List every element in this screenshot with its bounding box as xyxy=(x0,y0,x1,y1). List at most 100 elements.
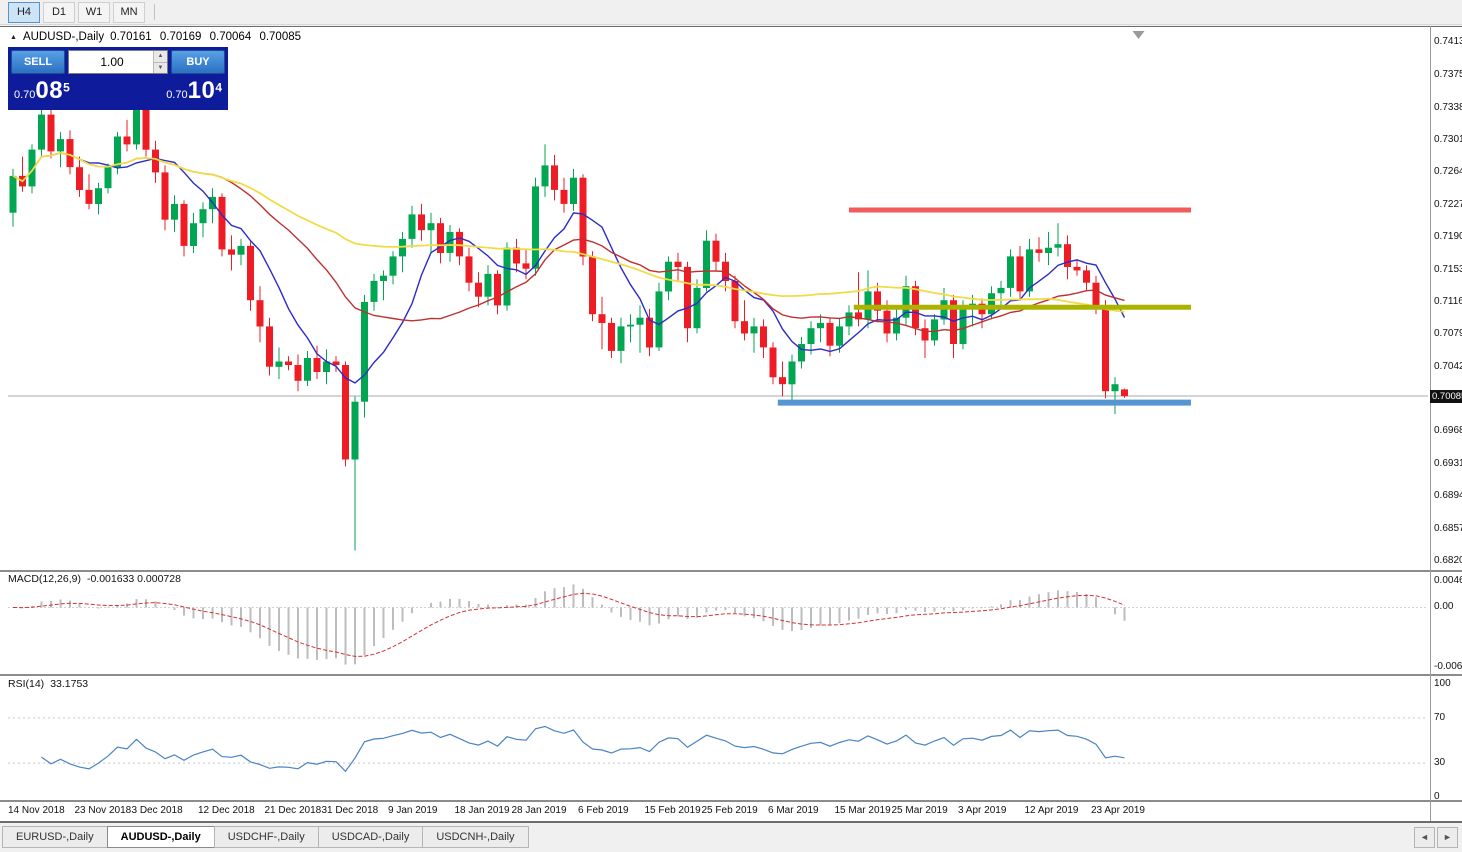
buy-price-sup: 4 xyxy=(215,80,222,95)
one-click-trading-panel: SELL ▲ ▼ BUY 0.70085 0.70104 xyxy=(8,47,228,110)
indicator-scale-tick: 30 xyxy=(1434,757,1446,769)
candlestick-series xyxy=(9,92,1128,551)
tab-audusd-daily[interactable]: AUDUSD-,Daily xyxy=(106,826,215,848)
time-axis-label: 9 Jan 2019 xyxy=(388,805,438,816)
time-axis-label: 18 Jan 2019 xyxy=(454,805,510,816)
chart-title: ▲ AUDUSD-,Daily 0.70161 0.70169 0.70064 … xyxy=(10,31,306,43)
buy-price-big: 10 xyxy=(187,76,216,104)
high-value: 0.70169 xyxy=(159,31,202,43)
indicator-scale-tick: 70 xyxy=(1434,711,1446,723)
time-axis-label: 28 Jan 2019 xyxy=(511,805,567,816)
indicator-scale-tick: 0.00 xyxy=(1434,601,1454,613)
macd-pane-separator[interactable] xyxy=(0,570,1462,572)
ma-8-line xyxy=(12,152,1126,384)
volume-spinner: ▲ ▼ xyxy=(153,51,167,73)
indicator-scale-tick: 100 xyxy=(1434,678,1451,689)
time-axis-label: 14 Nov 2018 xyxy=(8,805,65,816)
chart-background xyxy=(0,26,1462,821)
sell-price-prefix: 0.70 xyxy=(14,88,36,101)
chart-shift-marker[interactable] xyxy=(1132,31,1145,39)
timeframe-button-mn[interactable]: MN xyxy=(113,1,145,23)
macd-signal-line xyxy=(12,592,1125,657)
chart-symbol-label: AUDUSD-,Daily xyxy=(22,31,105,43)
buy-button[interactable]: BUY xyxy=(171,50,225,74)
tab-scroll-arrows: ◄ ► xyxy=(1414,827,1458,848)
time-axis-label: 3 Dec 2018 xyxy=(131,805,183,816)
time-axis-label: 23 Nov 2018 xyxy=(74,805,132,816)
ohlc-readout: 0.70161 0.70169 0.70064 0.70085 xyxy=(110,31,306,43)
chart-tabs-bar: EURUSD-,Daily AUDUSD-,Daily USDCHF-,Dail… xyxy=(0,823,1462,852)
sell-price-sup: 5 xyxy=(63,80,70,95)
rsi-name: RSI(14) xyxy=(8,678,45,690)
time-axis-label: 12 Dec 2018 xyxy=(198,805,255,816)
tab-scroll-right-icon[interactable]: ► xyxy=(1437,827,1458,848)
time-axis-label: 23 Apr 2019 xyxy=(1091,805,1145,816)
time-axis-label: 25 Feb 2019 xyxy=(701,805,758,816)
time-axis-label: 6 Feb 2019 xyxy=(578,805,629,816)
spinner-up-icon[interactable]: ▲ xyxy=(154,51,167,63)
rsi-pane-label: RSI(14) 33.1753 xyxy=(8,678,94,690)
window-bottom-frame xyxy=(0,821,1462,823)
timeframe-button-w1[interactable]: W1 xyxy=(78,1,110,23)
tab-eurusd-daily[interactable]: EURUSD-,Daily xyxy=(2,826,108,848)
volume-field: ▲ ▼ xyxy=(68,50,168,74)
tab-usdcad-daily[interactable]: USDCAD-,Daily xyxy=(317,826,424,848)
time-axis-label: 15 Mar 2019 xyxy=(834,805,891,816)
rsi-line xyxy=(41,725,1125,773)
chart-menu-icon[interactable]: ▲ xyxy=(10,33,17,41)
time-axis-label: 31 Dec 2018 xyxy=(321,805,379,816)
timeframe-toolbar: H4 D1 W1 MN xyxy=(0,0,1462,25)
sell-button[interactable]: SELL xyxy=(11,50,65,74)
tab-usdchf-daily[interactable]: USDCHF-,Daily xyxy=(213,826,319,848)
time-axis-label: 15 Feb 2019 xyxy=(644,805,701,816)
tab-usdcnh-daily[interactable]: USDCNH-,Daily xyxy=(422,826,529,848)
rsi-value: 33.1753 xyxy=(50,678,89,690)
time-axis-separator xyxy=(0,800,1462,802)
rsi-pane-separator[interactable] xyxy=(0,674,1462,676)
time-axis-label: 21 Dec 2018 xyxy=(264,805,322,816)
time-axis-label: 25 Mar 2019 xyxy=(891,805,948,816)
timeframe-button-d1[interactable]: D1 xyxy=(43,1,75,23)
sell-price-big: 08 xyxy=(35,76,64,104)
indicator-scale-tick: 0.004694 xyxy=(1434,575,1462,586)
toolbar-separator xyxy=(154,4,155,20)
indicator-scale-tick: -0.00639 xyxy=(1434,661,1462,672)
low-value: 0.70064 xyxy=(209,31,252,43)
time-axis-label: 6 Mar 2019 xyxy=(768,805,819,816)
ma-55-line xyxy=(12,151,1125,313)
indicator-scale-tick: 0 xyxy=(1434,791,1440,802)
time-axis-label: 3 Apr 2019 xyxy=(958,805,1007,816)
close-value: 0.70085 xyxy=(259,31,302,43)
macd-name: MACD(12,26,9) xyxy=(8,573,81,585)
spinner-down-icon[interactable]: ▼ xyxy=(154,62,167,73)
ma-21-line xyxy=(12,152,1125,333)
sell-price-display: 0.70085 xyxy=(14,77,70,105)
timeframe-button-h4[interactable]: H4 xyxy=(8,1,40,23)
open-value: 0.70161 xyxy=(110,31,152,43)
macd-pane-label: MACD(12,26,9) -0.001633 0.000728 xyxy=(8,573,187,585)
time-axis[interactable]: 14 Nov 2018 23 Nov 2018 3 Dec 2018 12 Dec 2… xyxy=(0,803,1430,820)
buy-price-prefix: 0.70 xyxy=(166,88,188,101)
volume-input[interactable] xyxy=(69,54,167,70)
price-scale-separator xyxy=(1430,26,1431,821)
tab-scroll-left-icon[interactable]: ◄ xyxy=(1414,827,1435,848)
current-price-tag: 0.70085 xyxy=(1430,389,1462,403)
